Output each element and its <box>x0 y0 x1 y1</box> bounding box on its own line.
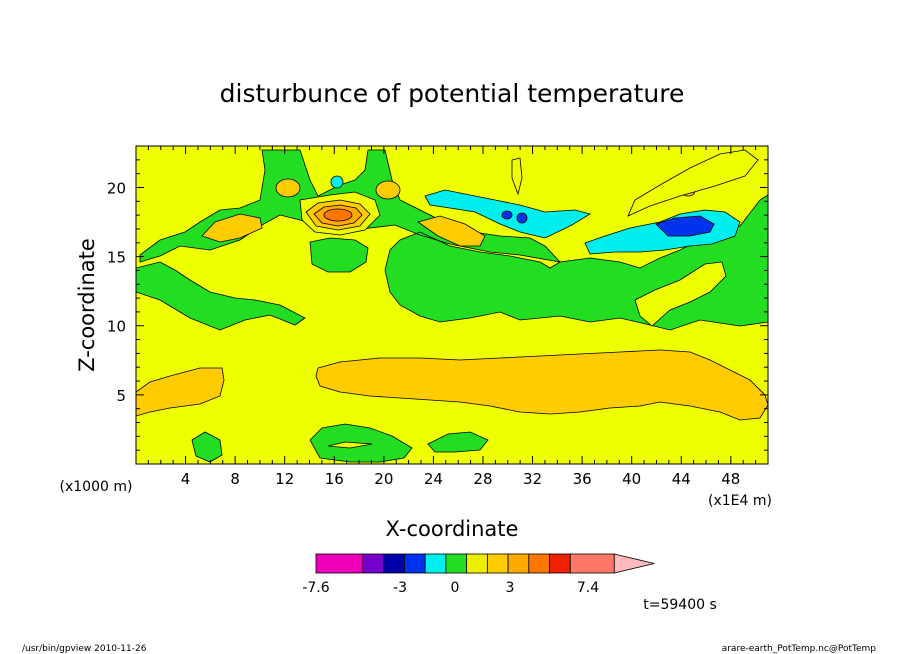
orange-small-1 <box>275 178 301 198</box>
y-axis-label: Z-coordinate <box>75 238 99 372</box>
colorbar-segment <box>486 553 509 574</box>
green-bottom-left <box>191 431 223 463</box>
colorbar-segment <box>507 553 530 574</box>
colorbar-tick-label: 3 <box>506 580 515 596</box>
colorbar <box>315 553 655 574</box>
orange-band-low <box>315 349 768 421</box>
orange-lens-left <box>201 213 263 243</box>
footer-left: /usr/bin/gpview 2010-11-26 <box>22 644 147 654</box>
x-tick-label: 36 <box>573 470 592 488</box>
x-tick-label: 16 <box>325 470 344 488</box>
chart-title: disturbunce of potential temperature <box>220 79 685 108</box>
x-tick-label: 28 <box>473 470 492 488</box>
time-label: t=59400 s <box>643 597 717 613</box>
x-tick-label: 8 <box>230 470 240 488</box>
green-bottom-right <box>427 431 489 453</box>
x-tick-label: 40 <box>622 470 641 488</box>
y-tick-label: 10 <box>107 318 126 336</box>
x-tick-label: 32 <box>523 470 542 488</box>
orange-patch-left <box>136 367 225 417</box>
green-band-mid-left <box>136 261 306 331</box>
colorbar-segment <box>445 553 468 574</box>
x-unit-left: (x1000 m) <box>60 479 133 495</box>
colorbar-tick-label: 0 <box>451 580 460 596</box>
red-core <box>323 208 353 222</box>
colorbar-segment <box>549 553 571 574</box>
x-tick-label: 12 <box>275 470 294 488</box>
colorbar-segment <box>528 553 550 574</box>
colorbar-segment <box>315 553 364 574</box>
y-tick-label: 20 <box>107 179 126 197</box>
colorbar-segment <box>569 553 615 574</box>
yellow-sliver-top <box>511 157 523 196</box>
blue-patch-small-2 <box>516 212 528 224</box>
x-axis-label: X-coordinate <box>386 517 519 541</box>
orange-lens-right <box>417 215 486 247</box>
colorbar-segment <box>383 553 405 574</box>
colorbar-tick-labels: -7.6 -3 0 3 7.4 <box>302 580 599 596</box>
x-tick-label: 44 <box>672 470 691 488</box>
colorbar-segment <box>362 553 385 574</box>
yellow-hole-bottom <box>327 441 373 449</box>
y-tick-label: 5 <box>116 387 126 405</box>
colorbar-tick-label: -3 <box>393 580 407 596</box>
cyan-dot-top <box>330 175 344 189</box>
colorbar-segment <box>424 553 447 574</box>
y-axis-ticks: 5 10 15 20 <box>107 159 768 451</box>
blue-patch-right <box>655 215 715 237</box>
blue-patch-small-1 <box>501 210 513 220</box>
x-tick-label: 4 <box>181 470 191 488</box>
colorbar-extend-arrow <box>613 553 655 574</box>
x-tick-label: 20 <box>374 470 393 488</box>
colorbar-tick-label: 7.4 <box>577 580 599 596</box>
footer-right: arare-earth_PotTemp.nc@PotTemp <box>722 644 877 654</box>
green-blob-mid <box>309 237 369 273</box>
x-tick-label: 48 <box>721 470 740 488</box>
yellow-patch-right-2 <box>634 261 727 327</box>
colorbar-tick-label: -7.6 <box>302 580 329 596</box>
y-tick-label: 15 <box>107 249 126 267</box>
x-axis-ticks: 4 8 12 16 20 24 28 32 36 40 44 48 <box>147 146 757 488</box>
colorbar-segment <box>404 553 426 574</box>
yellow-patch-right-1 <box>627 149 759 217</box>
x-unit-right: (x1E4 m) <box>708 493 772 509</box>
colorbar-segment <box>466 553 488 574</box>
x-tick-label: 24 <box>424 470 443 488</box>
orange-small-2 <box>375 180 401 200</box>
plot-frame <box>135 145 769 465</box>
